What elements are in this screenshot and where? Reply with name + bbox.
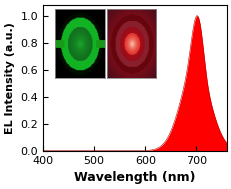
X-axis label: Wavelength (nm): Wavelength (nm)	[74, 171, 195, 184]
Y-axis label: EL Intensity (a.u.): EL Intensity (a.u.)	[5, 22, 15, 134]
